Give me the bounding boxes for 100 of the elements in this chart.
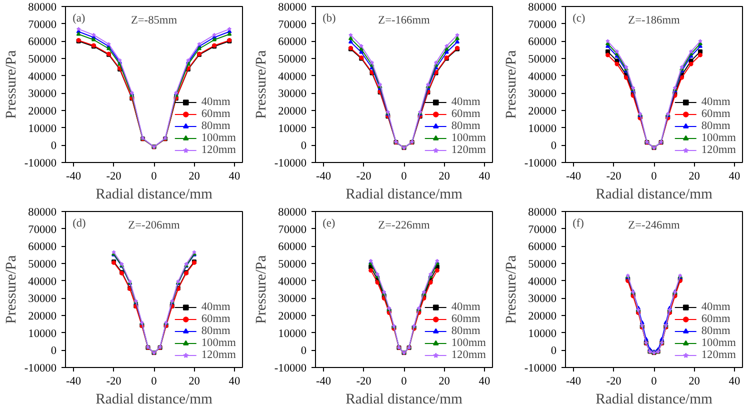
x-tick-label: 40 xyxy=(478,170,490,182)
y-tick-label: 50000 xyxy=(528,54,557,66)
legend-label: 40mm xyxy=(701,96,730,108)
y-tick-label: 70000 xyxy=(528,18,557,31)
y-axis-title: Pressure/Pa xyxy=(253,50,270,119)
x-tick-label: 20 xyxy=(688,376,700,388)
x-tick-label: 20 xyxy=(438,376,450,388)
y-tick-label: 10000 xyxy=(278,328,307,340)
x-tick-label: 0 xyxy=(151,376,158,388)
y-tick-label: 70000 xyxy=(528,224,557,236)
legend-label: 60mm xyxy=(701,108,730,120)
y-tick-label: 30000 xyxy=(528,88,557,100)
y-tick-label: -10000 xyxy=(524,158,557,170)
y-tick-label: 60000 xyxy=(28,241,57,254)
x-tick-label: 20 xyxy=(188,170,200,182)
y-tick-label: 80000 xyxy=(528,206,557,218)
x-tick-label: -40 xyxy=(566,170,582,182)
y-tick-label: 20000 xyxy=(528,106,557,118)
legend-label: 60mm xyxy=(451,313,480,325)
x-axis-title: Radial distance/mm xyxy=(346,186,464,202)
legend-label: 80mm xyxy=(701,120,730,132)
x-tick-label: -40 xyxy=(566,376,582,388)
annotation: Z=-186mm xyxy=(628,14,680,26)
annotation: (b) xyxy=(322,12,336,25)
y-tick-label: 70000 xyxy=(278,224,307,236)
legend-label: 100mm xyxy=(701,132,736,144)
y-axis-title: Pressure/Pa xyxy=(3,50,20,119)
annotation: (a) xyxy=(72,12,86,25)
annotation: (f) xyxy=(572,218,584,230)
x-tick-label: -40 xyxy=(66,170,82,182)
y-tick-label: 50000 xyxy=(28,54,57,66)
annotation: Z=-85mm xyxy=(130,14,178,26)
y-tick-label: 10000 xyxy=(278,122,307,135)
y-tick-label: 20000 xyxy=(528,310,557,322)
x-tick-label: 0 xyxy=(651,376,658,388)
y-tick-label: 30000 xyxy=(278,88,307,100)
x-tick-label: 0 xyxy=(651,170,658,182)
y-tick-label: 70000 xyxy=(28,18,57,31)
x-tick-label: -20 xyxy=(356,170,372,182)
legend-label: 100mm xyxy=(701,337,736,349)
legend-label: 100mm xyxy=(201,132,236,144)
y-tick-label: -10000 xyxy=(24,158,57,170)
y-axis-title: Pressure/Pa xyxy=(503,50,520,119)
y-tick-label: 50000 xyxy=(278,258,307,270)
y-tick-label: 0 xyxy=(550,140,557,152)
x-tick-label: 40 xyxy=(228,376,240,388)
y-tick-label: 40000 xyxy=(28,70,57,83)
x-tick-label: 40 xyxy=(728,376,740,388)
x-tick-label: 0 xyxy=(151,170,158,182)
legend-label: 80mm xyxy=(451,325,480,337)
y-tick-label: 80000 xyxy=(28,2,57,14)
x-tick-label: 40 xyxy=(228,170,240,182)
y-tick-label: 10000 xyxy=(28,328,57,340)
y-tick-label: 10000 xyxy=(528,122,557,135)
legend-label: 100mm xyxy=(451,132,486,144)
legend-label: 40mm xyxy=(701,301,730,313)
x-tick-label: -20 xyxy=(106,170,122,182)
y-tick-label: 40000 xyxy=(528,70,557,83)
annotation: (e) xyxy=(322,218,336,230)
legend-label: 120mm xyxy=(701,349,736,361)
y-tick-label: 60000 xyxy=(278,241,307,254)
legend-label: 60mm xyxy=(701,313,730,325)
y-tick-label: 30000 xyxy=(528,293,557,306)
x-tick-label: 0 xyxy=(401,170,408,182)
y-tick-label: 50000 xyxy=(528,258,557,270)
legend-label: 80mm xyxy=(701,325,730,337)
legend-label: 60mm xyxy=(201,313,230,325)
y-tick-label: 50000 xyxy=(278,54,307,66)
annotation: Z=-206mm xyxy=(128,219,180,232)
x-axis-title: Radial distance/mm xyxy=(596,186,714,202)
y-tick-label: -10000 xyxy=(274,158,307,170)
x-axis-title: Radial distance/mm xyxy=(96,392,214,408)
y-tick-label: 80000 xyxy=(278,2,307,14)
x-tick-label: -20 xyxy=(356,376,372,388)
legend-label: 100mm xyxy=(201,337,236,349)
y-tick-label: -10000 xyxy=(274,362,307,374)
x-tick-label: -40 xyxy=(316,376,332,388)
x-tick-label: 20 xyxy=(188,376,200,388)
legend-label: 60mm xyxy=(451,108,480,120)
x-tick-label: 20 xyxy=(438,170,450,182)
legend-label: 120mm xyxy=(451,349,486,361)
legend-label: 120mm xyxy=(201,349,236,361)
y-tick-label: 0 xyxy=(550,345,557,358)
x-tick-label: 20 xyxy=(688,170,700,182)
annotation: Z=-246mm xyxy=(628,219,680,232)
annotation: Z=-226mm xyxy=(378,219,430,232)
y-tick-label: 40000 xyxy=(278,276,307,288)
y-tick-label: 70000 xyxy=(28,224,57,236)
y-tick-label: 20000 xyxy=(28,106,57,118)
legend-label: 40mm xyxy=(201,96,230,108)
y-tick-label: 40000 xyxy=(28,276,57,288)
y-tick-label: 30000 xyxy=(28,293,57,306)
legend-label: 80mm xyxy=(201,120,230,132)
legend-label: 100mm xyxy=(451,337,486,349)
legend-label: 40mm xyxy=(451,301,480,313)
legend-label: 40mm xyxy=(451,96,480,108)
x-axis-title: Radial distance/mm xyxy=(596,392,714,408)
y-axis-title: Pressure/Pa xyxy=(503,254,520,324)
y-tick-label: 80000 xyxy=(278,206,307,218)
y-tick-label: 40000 xyxy=(528,276,557,288)
